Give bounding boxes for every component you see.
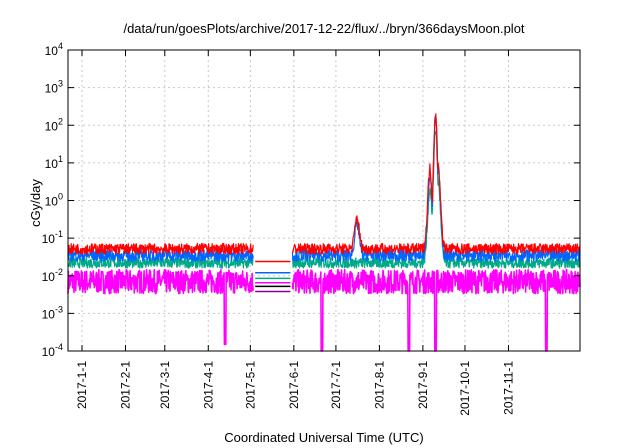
grid-lines: [68, 49, 580, 352]
y-tick-labels: 10-4 10-3 10-2 10-1 100 101 102 103 104: [42, 41, 580, 359]
x-tick-label: 2017-9-1: [416, 361, 430, 409]
x-tick-label: 2017-6-1: [287, 361, 301, 409]
y-tick-label: 100: [45, 192, 63, 209]
x-tick-label: 2017-7-1: [329, 361, 343, 409]
x-tick-label: 2017-5-1: [243, 361, 257, 409]
x-tick-label: 2017-4-1: [201, 361, 215, 409]
x-tick-labels: 2017-1-1 2017-2-1 2017-3-1 2017-4-1 2017-5-1…: [75, 50, 515, 416]
chart-title: /data/run/goesPlots/archive/2017-12-22/f…: [123, 21, 524, 36]
y-tick-label: 101: [45, 154, 63, 171]
x-tick-label: 2017-8-1: [372, 361, 386, 409]
y-tick-label: 10-1: [42, 229, 63, 246]
y-axis-label: cGy/day: [28, 179, 43, 227]
data-series: [67, 113, 581, 352]
series-line: [292, 113, 581, 255]
x-tick-label: 2017-11-1: [501, 361, 515, 415]
y-tick-label: 10-2: [42, 267, 63, 284]
y-tick-label: 102: [45, 116, 63, 133]
series-line: [67, 257, 254, 269]
x-tick-label: 2017-1-1: [75, 361, 89, 409]
x-tick-label: 2017-10-1: [458, 361, 472, 416]
x-axis-label: Coordinated Universal Time (UTC): [224, 430, 423, 445]
y-tick-label: 103: [45, 79, 63, 96]
y-tick-label: 10-3: [42, 304, 63, 321]
y-tick-label: 10-4: [42, 342, 63, 359]
x-tick-label: 2017-3-1: [158, 361, 172, 409]
x-tick-label: 2017-2-1: [119, 361, 133, 409]
series-line: [67, 268, 254, 346]
series-line: [291, 115, 581, 262]
y-tick-label: 104: [45, 41, 63, 58]
series-line: [67, 242, 254, 255]
